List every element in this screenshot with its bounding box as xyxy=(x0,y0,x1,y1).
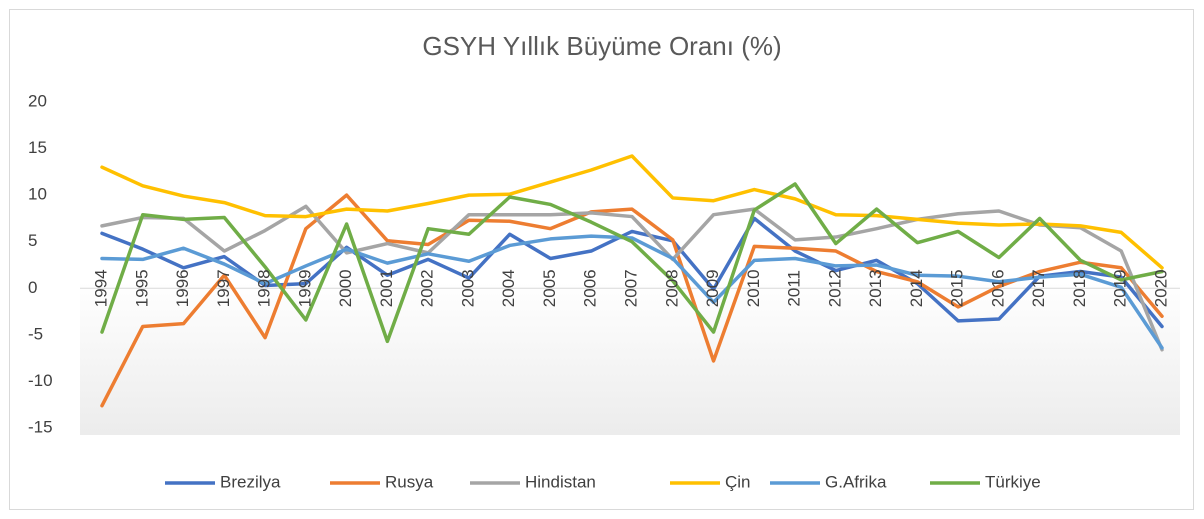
legend-label: Brezilya xyxy=(220,472,281,491)
legend-label: G.Afrika xyxy=(825,472,887,491)
x-tick-label: 2000 xyxy=(336,269,355,307)
x-tick-label: 1998 xyxy=(255,269,274,307)
series-line xyxy=(100,182,1164,344)
x-tick-label: 1999 xyxy=(295,269,314,307)
x-tick-label: 2012 xyxy=(825,269,844,307)
x-tick-label: 2007 xyxy=(621,269,640,307)
legend-label: Hindistan xyxy=(525,472,596,491)
x-tick-label: 2003 xyxy=(458,269,477,307)
x-tick-label: 2005 xyxy=(540,269,559,307)
x-tick-label: 2010 xyxy=(744,269,763,307)
y-tick-label: 10 xyxy=(28,185,47,204)
x-tick-label: 2009 xyxy=(703,269,722,307)
legend-label: Rusya xyxy=(385,472,434,491)
x-tick-label: 2020 xyxy=(1151,269,1170,307)
y-tick-label: 20 xyxy=(28,91,47,110)
x-tick-label: 2001 xyxy=(377,269,396,307)
x-tick-label: 2018 xyxy=(1070,269,1089,307)
y-tick-label: 5 xyxy=(28,231,37,250)
x-tick-label: 2011 xyxy=(785,270,804,307)
x-tick-label: 2002 xyxy=(418,269,437,307)
x-tick-label: 1995 xyxy=(132,269,151,307)
x-tick-label: 2019 xyxy=(1111,269,1130,307)
chart-title: GSYH Yıllık Büyüme Oranı (%) xyxy=(422,31,781,61)
x-tick-label: 2015 xyxy=(948,269,967,307)
y-tick-label: 15 xyxy=(28,138,47,157)
x-tick-label: 2008 xyxy=(662,269,681,307)
x-tick-label: 2006 xyxy=(581,269,600,307)
y-tick-label: -15 xyxy=(28,417,53,436)
y-tick-label: -5 xyxy=(28,324,43,343)
x-tick-label: 2017 xyxy=(1029,269,1048,307)
x-tick-label: 1997 xyxy=(214,269,233,307)
series-line xyxy=(100,154,1164,270)
legend-label: Türkiye xyxy=(985,472,1041,491)
series-line xyxy=(100,234,1164,350)
x-tick-label: 1994 xyxy=(91,269,110,307)
x-tick-label: 2004 xyxy=(499,269,518,307)
x-tick-label: 2016 xyxy=(988,269,1007,307)
y-tick-label: -10 xyxy=(28,371,53,390)
series-line xyxy=(100,204,1164,352)
x-tick-label: 2014 xyxy=(907,269,926,307)
legend-label: Çin xyxy=(725,472,751,491)
series-line xyxy=(100,193,1164,408)
x-tick-label: 1996 xyxy=(173,269,192,307)
y-tick-label: 0 xyxy=(28,278,37,297)
x-tick-label: 2013 xyxy=(866,269,885,307)
plot-area xyxy=(80,95,1180,435)
